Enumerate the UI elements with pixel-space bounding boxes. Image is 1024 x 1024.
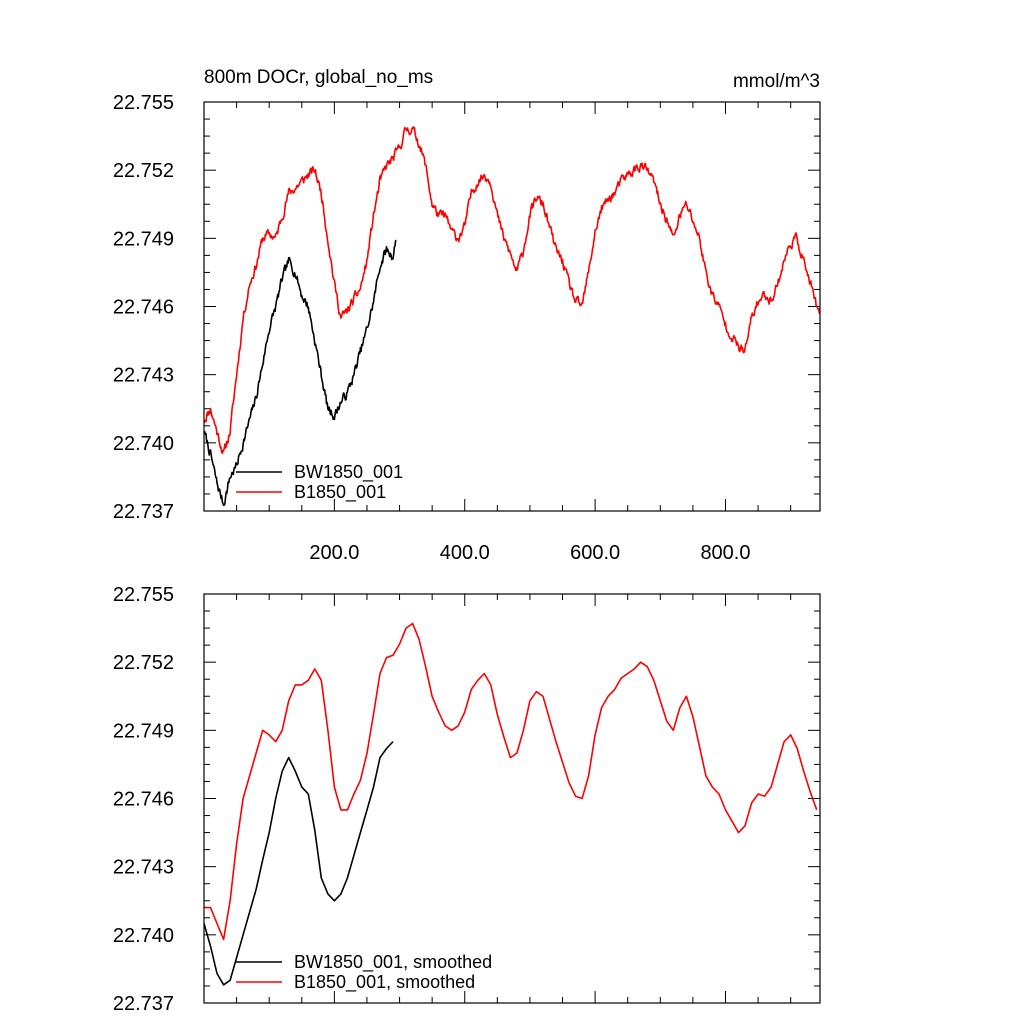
y-tick-label: 22.755 [113,92,174,114]
legend-label: B1850_001, smoothed [294,972,475,993]
top-y-tick-labels: 22.737 22.740 22.743 22.746 22.749 22.752 22.7… [113,92,174,523]
series-line [203,239,397,506]
y-tick-label: 22.749 [113,228,174,250]
units-label: mmol/m^3 [733,71,820,92]
y-tick-label: 22.752 [113,652,174,674]
top-axis-ticks [203,101,820,512]
x-tick-label: 400.0 [440,542,490,564]
bottom-y-tick-labels: 22.737 22.740 22.743 22.746 22.749 22.752 22.7… [113,584,174,1015]
series-line [204,622,818,941]
y-tick-label: 22.746 [113,297,174,319]
bottom-plot-lines [203,622,818,986]
y-tick-label: 22.740 [113,925,174,947]
x-tick-label: 200.0 [309,542,359,564]
x-tick-label: 600.0 [570,542,620,564]
legend-label: B1850_001 [294,482,386,503]
legend-label: BW1850_001 [294,462,403,483]
y-tick-label: 22.752 [113,160,174,182]
y-tick-label: 22.749 [113,720,174,742]
y-tick-label: 22.746 [113,789,174,811]
x-tick-label: 800.0 [700,542,750,564]
series-line [203,126,821,455]
bottom-panel: 22.737 22.740 22.743 22.746 22.749 22.752 22.7… [113,584,821,1015]
chart-title: 800m DOCr, global_no_ms [204,67,433,88]
y-tick-label: 22.755 [113,584,174,606]
y-tick-label: 22.740 [113,433,174,455]
top-plot-frame [203,101,821,512]
legend-label: BW1850_001, smoothed [294,952,492,973]
y-tick-label: 22.743 [113,857,174,879]
top-x-tick-labels: 200.0 400.0 600.0 800.0 [309,542,750,564]
series-line [203,741,394,986]
y-tick-label: 22.743 [113,365,174,387]
bottom-axis-ticks [203,593,820,1004]
top-panel: 800m DOCr, global_no_ms mmol/m^3 22.7372… [113,67,821,564]
y-tick-label: 22.737 [113,993,174,1015]
bottom-plot-frame [203,593,821,1004]
y-tick-label: 22.737 [113,501,174,523]
top-plot-lines [203,126,821,506]
